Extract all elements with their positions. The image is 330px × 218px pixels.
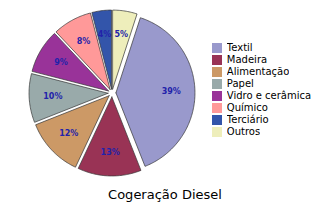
svg-text:13%: 13% <box>100 148 119 157</box>
html-text:Madeira: Madeira <box>226 54 268 65</box>
html-text:Alimentação: Alimentação <box>226 66 290 77</box>
svg-text:4%: 4% <box>98 30 112 39</box>
svg-text:8%: 8% <box>76 37 90 46</box>
html-text:Vidro e cerâmica: Vidro e cerâmica <box>226 90 312 101</box>
html-text:Outros: Outros <box>226 126 261 137</box>
svg-text:9%: 9% <box>54 58 68 67</box>
html-text:Químico: Químico <box>226 102 268 113</box>
svg-text:39%: 39% <box>161 87 180 96</box>
html-text:Terciário: Terciário <box>226 114 269 125</box>
svg-text:10%: 10% <box>43 92 62 101</box>
svg-text:5%: 5% <box>114 30 128 39</box>
html-text:Papel: Papel <box>226 78 254 89</box>
svg-text:12%: 12% <box>59 129 78 138</box>
html-text:Textil: Textil <box>226 42 253 53</box>
html-text:Cogeração Diesel: Cogeração Diesel <box>108 187 222 202</box>
